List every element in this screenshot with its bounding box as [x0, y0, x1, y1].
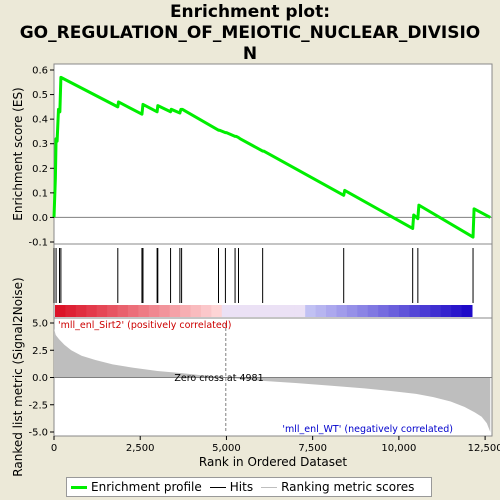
es-y-tick-label: 0.4: [32, 115, 48, 126]
hit-markers: [53, 248, 474, 303]
x-tick-label: 5,000: [212, 443, 241, 454]
es-y-axis: -0.1 0.0 0.1 0.2 0.3 0.4 0.5 0.6: [28, 66, 54, 249]
enrichment-profile: [52, 75, 492, 239]
rank-bar-segment: [346, 305, 358, 317]
rank-bar-segment: [242, 305, 254, 317]
x-axis-label: Rank in Ordered Dataset: [199, 455, 347, 469]
rank-bar-segment: [284, 305, 296, 317]
x-tick-label: 2,500: [126, 443, 155, 454]
metric-y-axis: -5.0 -2.5 0.0 2.5 5.0: [28, 319, 54, 439]
rank-bar-segment: [263, 305, 275, 317]
ranking-metric-area: [54, 323, 492, 432]
x-axis: 0 2,500 5,000 7,500 10,000 12,500: [51, 436, 500, 454]
rank-bar-segment: [461, 305, 473, 317]
metric-y-tick-label: 5.0: [32, 319, 48, 330]
rank-bar-segment: [221, 305, 233, 317]
es-y-tick-label: -0.1: [28, 238, 48, 249]
rank-bar-segment: [336, 305, 348, 317]
rank-bar-segment: [107, 305, 119, 317]
rank-bar-segment: [86, 305, 98, 317]
metric-area: [54, 328, 491, 432]
es-curve: [52, 75, 491, 239]
rank-bar-segment: [367, 305, 379, 317]
rank-bar-segment: [180, 305, 192, 317]
zero-cross-label: Zero cross at 4981: [174, 373, 263, 384]
legend-hits-swatch: [209, 486, 226, 488]
legend-item-hits: Hits: [209, 480, 254, 494]
rank-bar-segment: [211, 305, 223, 317]
metric-y-tick-label: 0.0: [32, 373, 48, 384]
rank-color-bar: [55, 305, 473, 317]
metric-y-tick-label: -2.5: [28, 400, 48, 411]
rank-bar-segment: [190, 305, 202, 317]
legend-enrichment-swatch: [71, 485, 87, 489]
rank-bar-segment: [117, 305, 129, 317]
rank-bar-segment: [388, 305, 400, 317]
rank-bar-segment: [305, 305, 317, 317]
x-tick-label: 7,500: [298, 443, 327, 454]
es-y-axis-label: Enrichment score (ES): [11, 87, 25, 220]
x-tick-label: 10,000: [381, 443, 416, 454]
legend-metric-label: Ranking metric scores: [281, 480, 415, 494]
legend-hits-label: Hits: [229, 480, 254, 494]
rank-bar-segment: [378, 305, 390, 317]
rank-bar-segment: [138, 305, 150, 317]
es-y-tick-label: 0.5: [32, 90, 48, 101]
rank-bar-segment: [419, 305, 431, 317]
rank-bar-segment: [200, 305, 212, 317]
rank-bar-segment: [169, 305, 181, 317]
neg-correlated-label: 'mll_enl_WT' (negatively correlated): [282, 424, 453, 435]
metric-y-axis-label: Ranked list metric (Signal2Noise): [11, 277, 25, 476]
title-line-2: GO_REGULATION_OF_MEIOTIC_NUCLEAR_DIVISIO: [19, 23, 481, 43]
rank-bar-segment: [326, 305, 337, 317]
rank-bar-segment: [55, 305, 66, 317]
es-y-tick-label: 0.0: [32, 213, 48, 224]
es-y-tick-label: 0.1: [32, 188, 48, 199]
legend-item-metric: Ranking metric scores: [261, 480, 414, 494]
rank-bar-segment: [232, 305, 244, 317]
rank-bar-segment: [409, 305, 421, 317]
legend-item-enrichment: Enrichment profile: [71, 480, 202, 494]
rank-bar-segment: [65, 305, 77, 317]
x-tick-label: 0: [51, 443, 57, 454]
rank-bar-segment: [273, 305, 285, 317]
legend-metric-swatch: [261, 486, 278, 488]
metric-y-tick-label: 2.5: [32, 346, 48, 357]
rank-bar-segment: [451, 305, 463, 317]
x-tick-label: 12,500: [468, 443, 500, 454]
legend-enrichment-label: Enrichment profile: [91, 480, 202, 494]
rank-bar-segment: [357, 305, 369, 317]
es-y-tick-label: 0.3: [32, 139, 48, 150]
rank-bar-segment: [315, 305, 327, 317]
es-y-tick-label: 0.2: [32, 164, 48, 175]
rank-bar-segment: [159, 305, 171, 317]
pos-correlated-label: 'mll_enl_Sirt2' (positively correlated): [58, 320, 231, 331]
rank-bar-segment: [127, 305, 139, 317]
rank-bar-segment: [294, 305, 306, 317]
metric-y-tick-label: -5.0: [28, 428, 48, 439]
es-y-tick-label: 0.6: [32, 66, 48, 77]
legend: Enrichment profile Hits Ranking metric s…: [66, 477, 432, 497]
title-line-3: N: [242, 44, 258, 64]
title-line-1: Enrichment plot:: [169, 2, 331, 22]
rank-bar-segment: [440, 305, 452, 317]
rank-bar-segment: [75, 305, 87, 317]
rank-bar-segment: [148, 305, 160, 317]
rank-bar-segment: [253, 305, 264, 317]
chart-title: Enrichment plot: GO_REGULATION_OF_MEIOTI…: [0, 2, 500, 65]
rank-bar-segment: [96, 305, 108, 317]
rank-bar-segment: [399, 305, 410, 317]
rank-bar-segment: [430, 305, 442, 317]
